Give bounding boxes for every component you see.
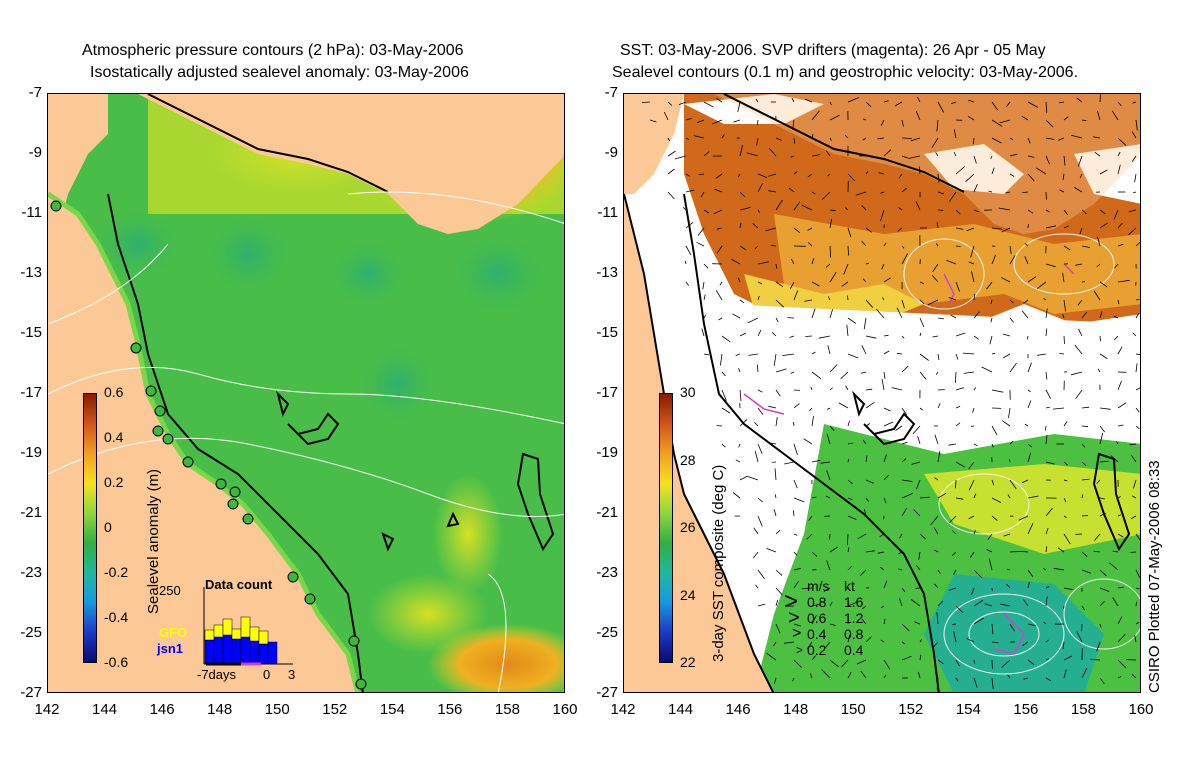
x-tick-label: 152 <box>898 701 924 718</box>
x-tick-label: 156 <box>437 701 463 718</box>
plot-credit: CSIRO Plotted 07-May-2006 08:33 <box>1146 460 1163 693</box>
left-title-line2: Isostatically adjusted sealevel anomaly:… <box>90 64 469 81</box>
x-tick-label: 148 <box>783 701 809 718</box>
inset-legend-jsn1: jsn1 <box>157 641 184 656</box>
speed-legend-kt: 1.6 <box>844 594 864 610</box>
y-tick-label: -19 <box>20 444 42 461</box>
y-tick-label: -11 <box>597 204 618 221</box>
speed-legend-arrow-icon: > <box>796 643 804 657</box>
y-tick-label: -25 <box>20 624 42 641</box>
x-tick-label: 158 <box>494 701 520 718</box>
colorbar-tick-label: -0.6 <box>104 654 129 670</box>
x-tick-label: 150 <box>264 701 290 718</box>
y-tick-label: -21 <box>596 504 618 521</box>
colorbar-tick-label: 0 <box>104 519 112 535</box>
x-tick-label: 154 <box>379 701 405 718</box>
speed-legend: m/s kt >0.8 1.6 >0.6 1.2 >0.4 0.8 >0.2 0.4 <box>778 578 888 668</box>
x-tick-label: 148 <box>207 701 233 718</box>
y-tick-label: -21 <box>20 504 42 521</box>
x-tick-label: 160 <box>1128 701 1154 718</box>
x-tick-label: 156 <box>1013 701 1039 718</box>
inset-ymax: 250 <box>159 583 181 598</box>
colorbar-tick-label: 0.2 <box>104 474 124 490</box>
colorbar-tick-label: 28 <box>680 451 696 468</box>
speed-legend-arrow-icon: > <box>792 625 802 642</box>
y-tick-label: -13 <box>20 264 42 281</box>
colorbar-tick-label: 24 <box>680 586 696 603</box>
sst-map-canvas <box>624 94 1140 692</box>
y-tick-label: -27 <box>20 684 42 701</box>
inset-legend-gfo: GFO <box>159 625 188 640</box>
y-tick-label: -23 <box>20 564 42 581</box>
inset-xtick-start: -7days <box>197 667 237 682</box>
y-tick-label: -17 <box>20 384 42 401</box>
data-count-inset: 250 Data count GFO jsn1 -7days 0 3 <box>155 575 295 685</box>
sealevel-colorbar <box>83 393 97 663</box>
y-tick-label: -19 <box>596 444 618 461</box>
y-tick-label: -7 <box>604 84 618 101</box>
colorbar-tick-label: 26 <box>680 519 696 535</box>
sst-colorbar <box>659 393 673 663</box>
x-tick-label: 142 <box>34 701 60 718</box>
inset-xtick-zero: 0 <box>263 667 271 682</box>
x-tick-label: 144 <box>668 701 694 718</box>
colorbar-tick-label: 22 <box>680 654 696 670</box>
speed-legend-ms: 0.4 <box>807 626 827 642</box>
right-title-line2: Sealevel contours (0.1 m) and geostrophi… <box>612 64 1079 81</box>
speed-legend-header-ms: m/s <box>807 578 830 594</box>
x-tick-label: 146 <box>725 701 751 718</box>
speed-legend-ms: 0.2 <box>807 642 827 658</box>
y-tick-label: -23 <box>596 564 618 581</box>
left-title-line1: Atmospheric pressure contours (2 hPa): 0… <box>82 42 464 59</box>
x-tick-label: 146 <box>149 701 175 718</box>
speed-legend-kt: 1.2 <box>844 610 864 626</box>
y-tick-label: -15 <box>20 324 42 341</box>
colorbar-tick-label: 30 <box>680 384 696 400</box>
x-tick-label: 150 <box>840 701 866 718</box>
colorbar-tick-label: 0.6 <box>104 384 124 400</box>
colorbar-tick-label: -0.4 <box>104 609 129 625</box>
x-tick-label: 158 <box>1070 701 1096 718</box>
x-tick-label: 144 <box>92 701 118 718</box>
sealevel-anomaly-map <box>47 93 565 693</box>
y-tick-label: -9 <box>28 144 42 161</box>
colorbar-tick-label: 0.4 <box>104 429 124 445</box>
speed-legend-ms: 0.6 <box>807 610 827 626</box>
y-tick-label: -27 <box>596 684 618 701</box>
speed-legend-arrow-icon: > <box>788 607 800 629</box>
x-tick-label: 152 <box>322 701 348 718</box>
speed-legend-ms: 0.8 <box>807 594 827 610</box>
y-tick-label: -25 <box>596 624 618 641</box>
y-tick-label: -15 <box>596 324 618 341</box>
colorbar-tick-label: -0.2 <box>104 564 129 580</box>
speed-legend-kt: 0.8 <box>844 626 864 642</box>
sst-colorbar-label: 3-day SST composite (deg C) <box>710 464 727 662</box>
y-tick-label: -13 <box>596 264 618 281</box>
y-tick-label: -9 <box>604 144 618 161</box>
data-count-histogram <box>203 587 293 666</box>
inset-xtick-end: 3 <box>288 667 296 682</box>
sst-map <box>623 93 1141 693</box>
y-tick-label: -7 <box>28 84 42 101</box>
x-tick-label: 154 <box>955 701 981 718</box>
y-tick-label: -11 <box>21 204 42 221</box>
speed-legend-header-kt: kt <box>844 578 855 594</box>
x-tick-label: 142 <box>610 701 636 718</box>
x-tick-label: 160 <box>552 701 578 718</box>
inset-title: Data count <box>205 577 273 592</box>
speed-legend-arrow-icon: > <box>784 588 799 615</box>
y-tick-label: -17 <box>596 384 618 401</box>
right-title-line1: SST: 03-May-2006. SVP drifters (magenta)… <box>620 42 1046 59</box>
speed-legend-kt: 0.4 <box>844 642 864 658</box>
sealevel-map-canvas <box>48 94 564 692</box>
